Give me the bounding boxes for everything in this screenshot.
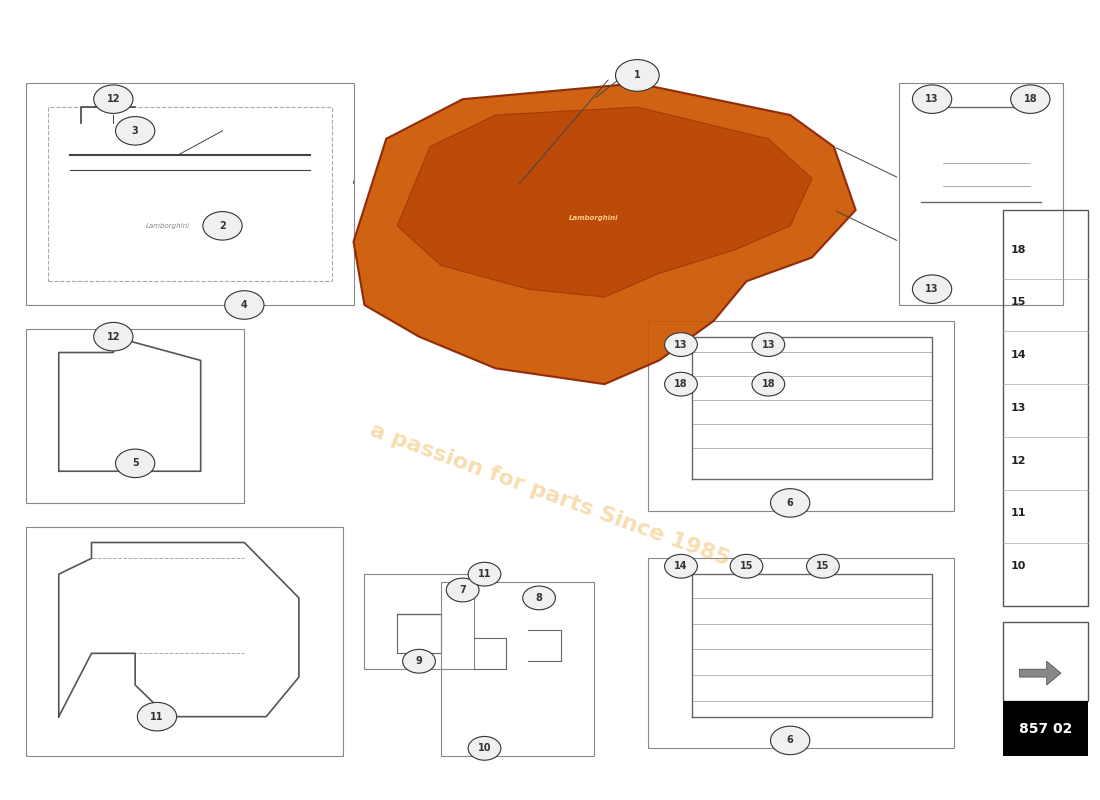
Text: 12: 12 xyxy=(107,94,120,104)
Text: 5: 5 xyxy=(132,458,139,468)
Circle shape xyxy=(224,290,264,319)
Text: 15: 15 xyxy=(739,562,754,571)
Text: 18: 18 xyxy=(1023,94,1037,104)
Text: 13: 13 xyxy=(674,339,688,350)
Circle shape xyxy=(116,449,155,478)
Text: 11: 11 xyxy=(1011,509,1026,518)
Circle shape xyxy=(664,554,697,578)
Text: 857 02: 857 02 xyxy=(1019,722,1072,735)
Circle shape xyxy=(912,85,952,114)
Text: 11: 11 xyxy=(151,712,164,722)
Circle shape xyxy=(616,59,659,91)
Text: 1: 1 xyxy=(634,70,640,81)
Text: 18: 18 xyxy=(1011,245,1026,254)
Circle shape xyxy=(202,211,242,240)
Polygon shape xyxy=(1020,662,1060,685)
Text: 11: 11 xyxy=(477,569,492,579)
Text: 12: 12 xyxy=(1011,456,1026,466)
FancyBboxPatch shape xyxy=(1003,701,1088,756)
Text: a passion for parts Since 1985: a passion for parts Since 1985 xyxy=(367,420,733,570)
Text: 14: 14 xyxy=(1011,350,1026,360)
Circle shape xyxy=(94,85,133,114)
Circle shape xyxy=(770,726,810,754)
Text: 15: 15 xyxy=(816,562,829,571)
Circle shape xyxy=(94,322,133,351)
Text: 2: 2 xyxy=(219,221,225,231)
FancyBboxPatch shape xyxy=(1003,622,1088,701)
Text: 13: 13 xyxy=(925,94,938,104)
Text: 13: 13 xyxy=(761,339,776,350)
Circle shape xyxy=(469,737,500,760)
Text: 18: 18 xyxy=(674,379,688,389)
Text: 15: 15 xyxy=(1011,298,1026,307)
Text: 6: 6 xyxy=(786,498,793,508)
Circle shape xyxy=(447,578,478,602)
Circle shape xyxy=(116,117,155,145)
Circle shape xyxy=(912,275,952,303)
Circle shape xyxy=(664,372,697,396)
Text: 10: 10 xyxy=(1011,562,1026,571)
Text: 9: 9 xyxy=(416,656,422,666)
Text: 13: 13 xyxy=(925,284,938,294)
Circle shape xyxy=(730,554,763,578)
Circle shape xyxy=(752,372,784,396)
Polygon shape xyxy=(397,107,812,297)
Text: 6: 6 xyxy=(786,735,793,746)
Text: 14: 14 xyxy=(674,562,688,571)
Circle shape xyxy=(403,650,436,673)
Text: 13: 13 xyxy=(1011,403,1026,413)
Text: 4: 4 xyxy=(241,300,248,310)
Text: 8: 8 xyxy=(536,593,542,603)
Text: 10: 10 xyxy=(477,743,492,754)
Polygon shape xyxy=(353,83,856,384)
Circle shape xyxy=(138,702,177,731)
Circle shape xyxy=(806,554,839,578)
Text: 18: 18 xyxy=(761,379,776,389)
Circle shape xyxy=(752,333,784,357)
Text: 7: 7 xyxy=(460,585,466,595)
Text: Lamborghini: Lamborghini xyxy=(146,223,190,229)
Text: 12: 12 xyxy=(107,332,120,342)
Text: Lamborghini: Lamborghini xyxy=(569,215,618,221)
Circle shape xyxy=(1011,85,1050,114)
Text: 3: 3 xyxy=(132,126,139,136)
Circle shape xyxy=(522,586,556,610)
Circle shape xyxy=(664,333,697,357)
Circle shape xyxy=(770,489,810,517)
Circle shape xyxy=(469,562,500,586)
